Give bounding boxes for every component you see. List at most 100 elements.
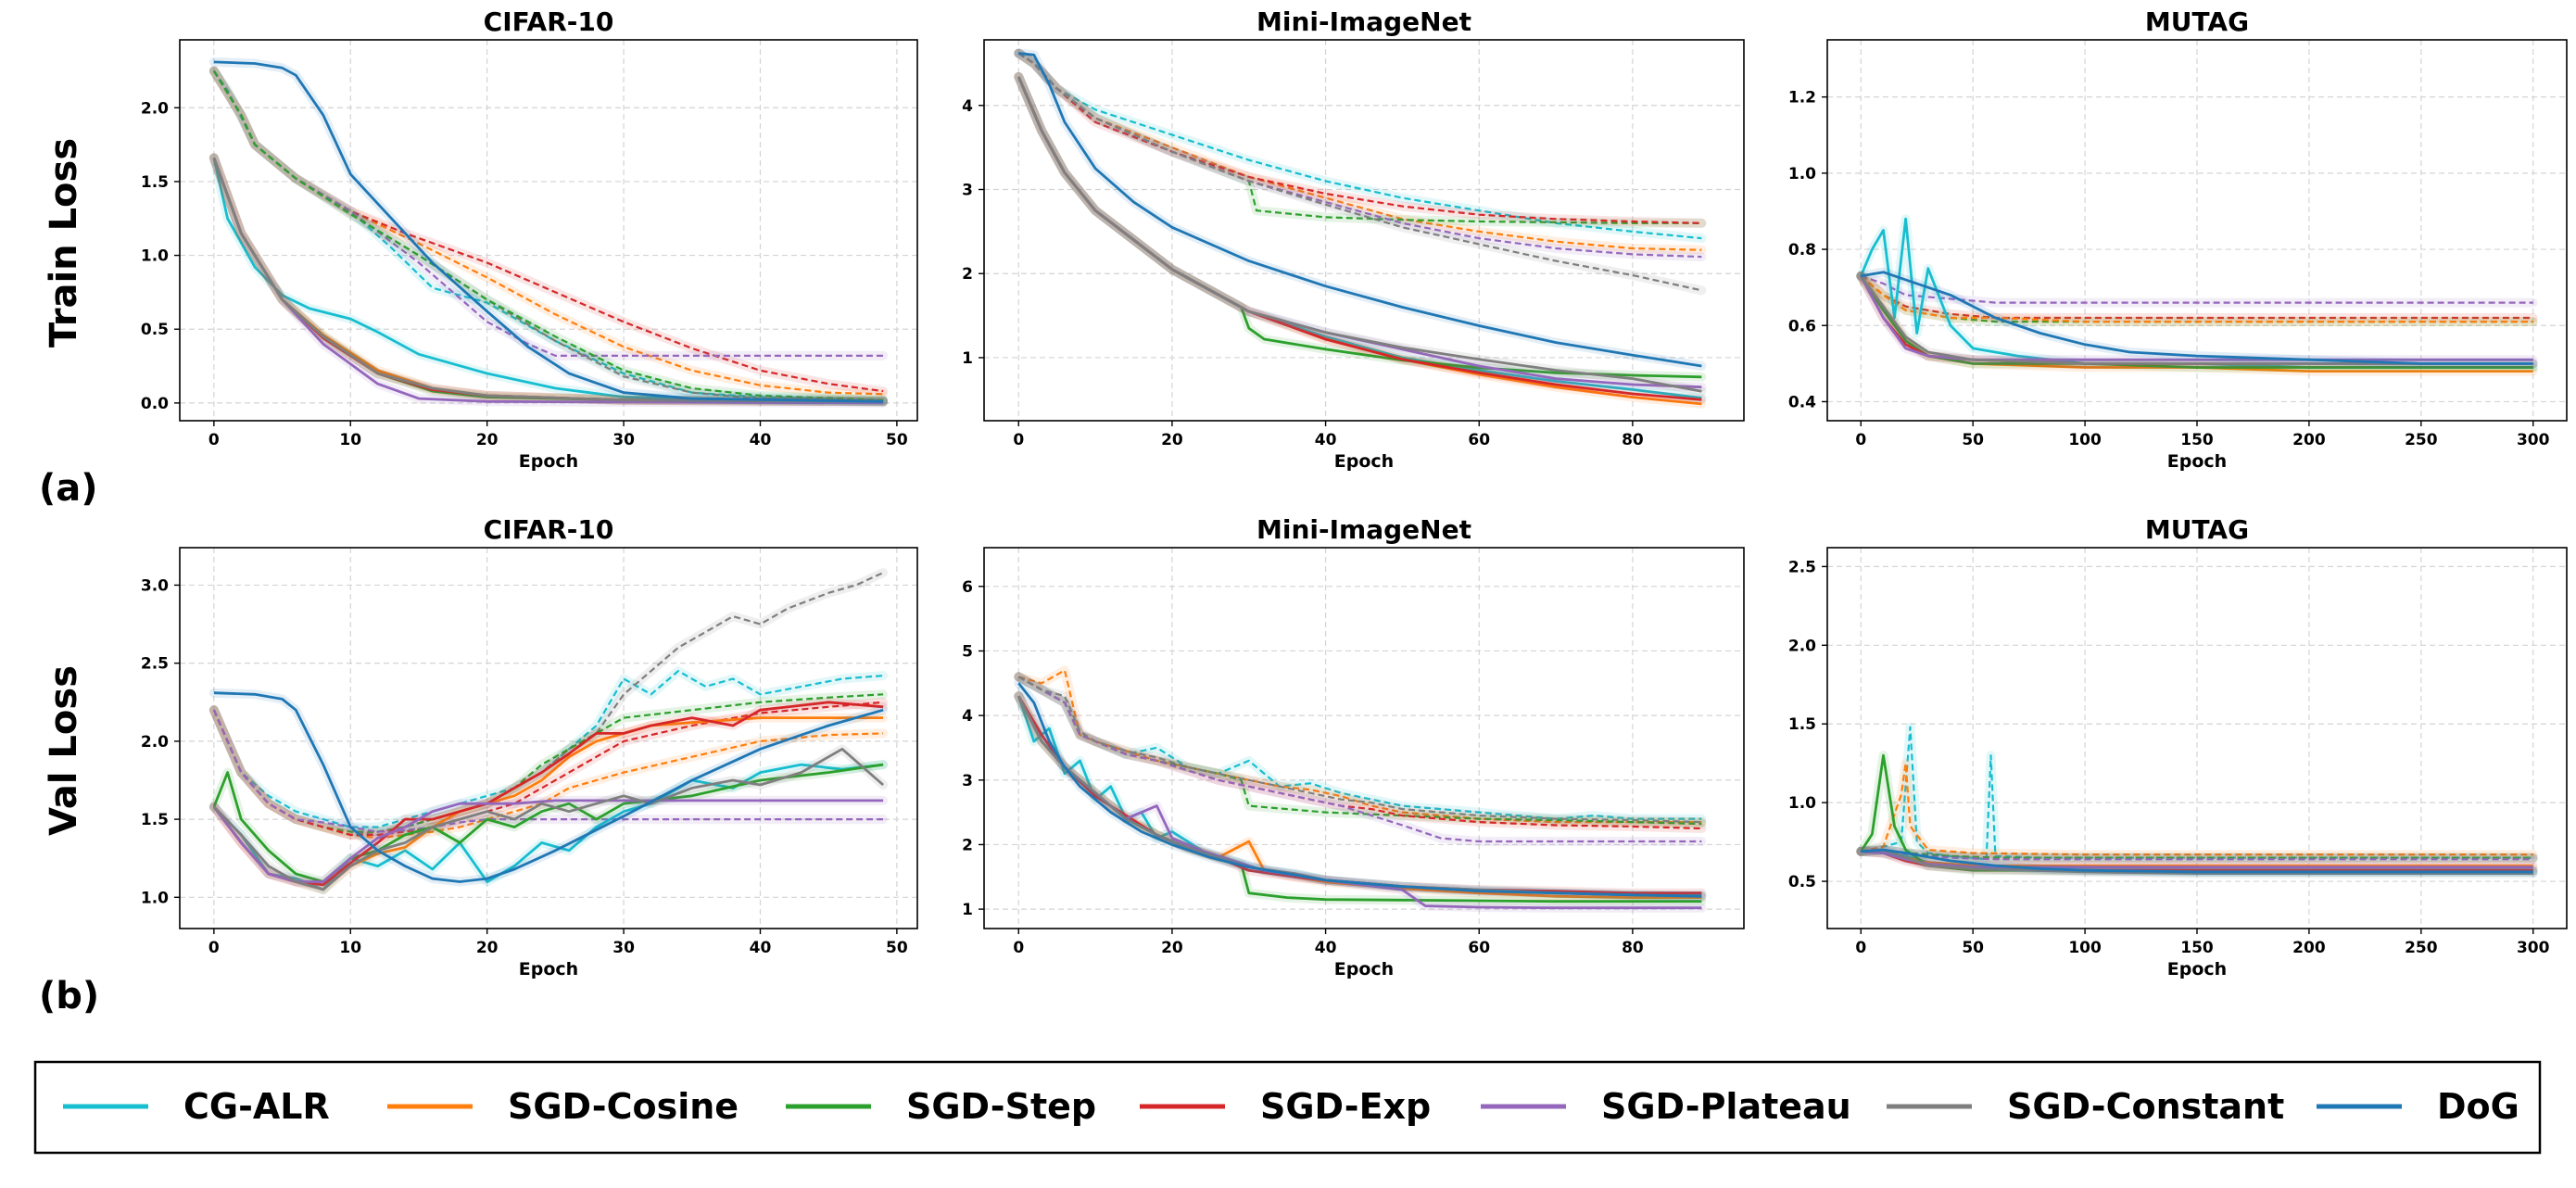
panel-3-x-tick-label: 150 [2180,431,2214,449]
panel-5-x-tick-label: 80 [1622,939,1644,957]
legend-item-sgd-plateau: SGD-Plateau [1481,1086,1851,1127]
panel-2-y-tick-label: 3 [962,181,973,199]
panel-5-plot-area [984,548,1744,929]
panel-2-y-tick-label: 2 [962,265,973,284]
subfigure-label-b: (b) [39,975,99,1017]
panel-5-series-group [1014,665,1707,913]
panel-4-series-dog [213,691,884,883]
legend-label-sgd-exp: SGD-Exp [1260,1086,1431,1127]
legend-label-sgd-cosine: SGD-Cosine [508,1086,739,1127]
panel-6-x-tick-label: 50 [1962,939,1984,957]
panel-6-y-tick-label: 2.0 [1788,637,1816,655]
panel-1-y-tick-label: 0.5 [141,321,169,339]
panel-6-series-dog [1861,848,2533,874]
legend-item-sgd-exp: SGD-Exp [1140,1086,1431,1127]
panel-6-series-sgd-cosine-val-dashed [1861,762,2533,856]
panel-2-series-sgd-constant [1017,76,1702,393]
panel-2-x-tick-label: 20 [1161,431,1183,449]
panel-3-y-tick-label: 0.6 [1788,317,1816,335]
panel-5-y-tick-label: 3 [962,772,973,790]
panel-3-x-tick-label: 100 [2068,431,2102,449]
panel-2-y-tick-label: 1 [962,349,973,368]
panel-6-series-cg-alr-val-dashed [1861,726,2533,861]
panel-4-series-sgd-exp [212,701,884,887]
legend-label-sgd-constant: SGD-Constant [2007,1086,2284,1127]
panel-5-y-tick-label: 4 [962,707,973,726]
panel-3-x-tick-label: 250 [2405,431,2438,449]
panel-4-series-group [208,568,889,894]
panel-1-y-tick-label: 0.0 [141,395,169,413]
panel-1-frame [179,39,918,422]
panel-1-series-dog [213,60,884,403]
panel-4-x-tick-label: 10 [339,939,361,957]
panel-3-series-sgd-plateau-val-dashed [1860,274,2533,304]
panel-6-x-axis-label: Epoch [2167,959,2227,979]
panel-2-series-sgd-constant-val-dashed [1017,52,1702,292]
panel-4-x-tick-label: 40 [750,939,772,957]
legend-item-dog: DoG [2317,1086,2519,1127]
panel-3-series-group [1856,214,2538,376]
panel-2: 0 20 40 60 80 1 2 3 4 Mini-ImageNet Epoch [962,6,1745,472]
panel-5-x-axis-label: Epoch [1334,959,1394,979]
panel-4-y-tick-label: 1.0 [141,889,169,907]
panel-2-x-axis-label: Epoch [1334,451,1394,472]
row-label-train-loss: Train Loss [43,138,85,348]
panel-1-x-tick-label: 10 [339,431,361,449]
panel-5-y-tick-label: 5 [962,642,973,661]
panel-5-x-tick-label: 0 [1013,939,1024,957]
panel-3-x-tick-label: 300 [2517,431,2550,449]
panel-4-series-sgd-step [212,763,884,883]
panel-1-series-sgd-step-val-dashed-band [208,66,889,405]
panel-6-x-tick-label: 300 [2517,939,2550,957]
panel-1-y-tick-label: 2.0 [141,99,169,118]
panel-6-series-sgd-constant [1861,848,2533,875]
panel-1-y-tick-label: 1.0 [141,247,169,266]
panel-1-x-tick-label: 40 [750,431,772,449]
panel-5-x-tick-label: 20 [1161,939,1183,957]
panel-1-x-tick-label: 30 [612,431,635,449]
panel-5-title: Mini-ImageNet [1256,514,1471,545]
panel-3-y-tick-label: 0.4 [1788,393,1816,411]
panel-1-y-tick-label: 1.5 [141,173,169,192]
panel-5-series-dog [1017,682,1702,898]
panels-layer: 0 10 20 30 40 500.00.51.01.52.0CIFAR-10Epoch0… [141,6,2568,979]
panel-1-series-sgd-constant [212,157,884,403]
panel-3-title: MUTAG [2145,6,2249,37]
panel-2-x-tick-label: 80 [1622,431,1644,449]
panel-2-frame [983,39,1745,422]
legend: CG-ALR SGD-Cosine SGD-Step SGD-Exp SGD-Plate… [63,1086,2519,1127]
panel-5-y-tick-label: 1 [962,901,973,919]
panel-2-x-tick-label: 40 [1315,431,1337,449]
panel-4-y-tick-label: 2.5 [141,655,169,674]
panel-2-series-group [1014,48,1707,409]
row-label-val-loss: Val Loss [43,665,85,836]
panel-6-x-tick-label: 0 [1855,939,1866,957]
panel-4-y-tick-label: 3.0 [141,576,169,595]
panel-3-y-tick-label: 0.8 [1788,241,1816,259]
panel-1-series-cg-alr [212,158,884,403]
panel-3-x-axis-label: Epoch [2167,451,2227,472]
panel-6-x-tick-label: 100 [2068,939,2102,957]
panel-4-series-sgd-constant [212,747,885,891]
panel-4: 0 10 20 30 40 50 1.0 1.5 2.0 2.5 3.0 CIFAR-10 Epoch [141,514,918,979]
panel-3-series-sgd-cosine-val-dashed [1860,274,2533,323]
panel-6-y-tick-label: 0.5 [1788,873,1816,891]
panel-4-y-tick-label: 2.0 [141,733,169,752]
panel-3-series-sgd-step [1860,275,2533,369]
panel-4-y-tick-label: 1.5 [141,811,169,829]
panel-4-title: CIFAR-10 [484,514,614,545]
panel-2-y-tick-label: 4 [962,97,973,116]
panel-3-x-tick-label: 0 [1855,431,1866,449]
panel-4-x-tick-label: 0 [208,939,220,957]
panel-1: 0 10 20 30 40 50 0.0 0.5 1.0 1.5 2.0 CIFAR-10 Epoch [141,6,918,472]
panel-3-y-tick-label: 1.2 [1788,89,1816,107]
panel-2-series-dog [1018,52,1702,368]
legend-label-sgd-plateau: SGD-Plateau [1601,1086,1851,1127]
panel-5-x-tick-label: 60 [1468,939,1490,957]
legend-item-sgd-cosine: SGD-Cosine [387,1086,739,1127]
panel-6-x-tick-label: 200 [2292,939,2326,957]
panel-5-y-tick-label: 6 [962,578,973,597]
panel-3-series-dog [1861,271,2533,365]
panel-4-frame [179,547,918,929]
